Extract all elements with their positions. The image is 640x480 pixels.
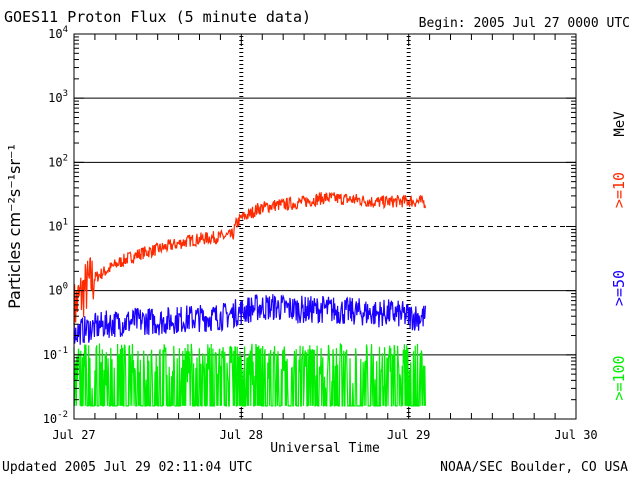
series-line-ge100 (73, 342, 426, 407)
legend-label: >=100 (610, 355, 628, 400)
updated-timestamp: Updated 2005 Jul 29 02:11:04 UTC (2, 460, 253, 475)
series-line-ge50 (73, 293, 426, 345)
x-tick-label: Jul 27 (52, 428, 95, 442)
legend-label: >=50 (610, 270, 628, 306)
legend-label: >=10 (610, 172, 628, 208)
credit-label: NOAA/SEC Boulder, CO USA (440, 460, 628, 475)
y-tick-label: 104 (48, 25, 68, 41)
y-tick-label: 10-2 (43, 410, 68, 426)
x-tick-label: Jul 28 (220, 428, 263, 442)
y-tick-label: 10-1 (43, 346, 68, 362)
unit-label: MeV (612, 111, 628, 137)
y-tick-label: 101 (48, 218, 68, 234)
x-axis-title: Universal Time (270, 441, 380, 456)
series-line-ge10 (73, 191, 426, 339)
y-tick-label: 100 (48, 282, 68, 298)
y-axis-title: Particles cm⁻²s⁻¹sr⁻¹ (5, 144, 24, 309)
begin-time-label: Begin: 2005 Jul 27 0000 UTC (418, 16, 630, 31)
x-tick-label: Jul 29 (387, 428, 430, 442)
y-tick-label: 102 (48, 153, 68, 169)
x-tick-label: Jul 30 (554, 428, 597, 442)
y-tick-label: 103 (48, 89, 68, 105)
chart-title: GOES11 Proton Flux (5 minute data) (4, 8, 312, 26)
